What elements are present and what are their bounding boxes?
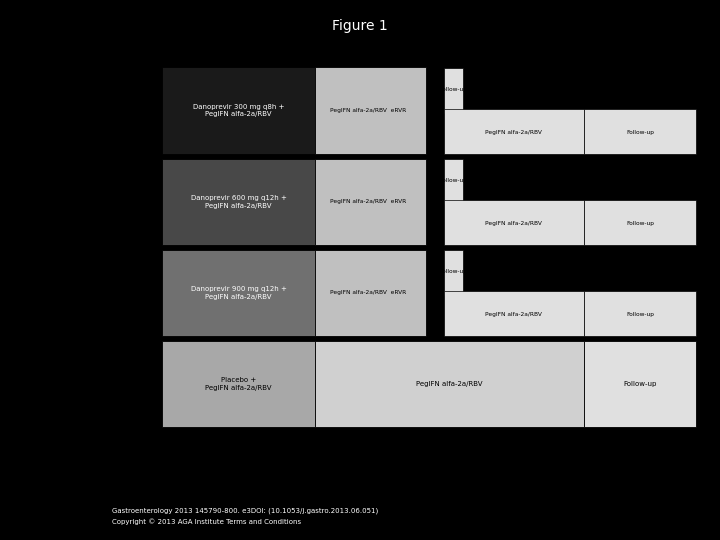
Text: Follow-up: Follow-up (626, 130, 654, 135)
Text: 72: 72 (691, 451, 701, 460)
Text: Danoprevir 300 mg q8h +
PegIFN alfa-2a/RBV: Danoprevir 300 mg q8h + PegIFN alfa-2a/R… (193, 104, 284, 117)
Text: Follow-up: Follow-up (439, 178, 467, 183)
Text: Gastroenterology 2013 145790-800. e3DOI: (10.1053/j.gastro.2013.06.051): Gastroenterology 2013 145790-800. e3DOI:… (112, 508, 378, 514)
Text: D: D (114, 363, 127, 379)
Text: Figure 1: Figure 1 (332, 19, 388, 33)
Bar (162, 68, 315, 154)
Text: Danoprevir 600 mg q12h +
PegIFN alfa-2a/RBV: Danoprevir 600 mg q12h + PegIFN alfa-2a/… (191, 195, 287, 208)
Bar (584, 109, 696, 154)
Text: 24: 24 (458, 451, 468, 460)
Bar (444, 109, 584, 154)
Text: n = 31: n = 31 (114, 395, 140, 404)
Text: //: // (520, 440, 527, 449)
Text: 12: 12 (310, 451, 320, 460)
Text: PegIFN alfa-2a/RBV  eRVR: PegIFN alfa-2a/RBV eRVR (330, 108, 406, 113)
Text: 4: 4 (210, 451, 215, 460)
Text: Danoprevir 900 mg q12h +
PegIFN alfa-2a/RBV: Danoprevir 900 mg q12h + PegIFN alfa-2a/… (191, 286, 287, 300)
Bar (444, 200, 584, 245)
Text: Copyright © 2013 AGA Institute Terms and Conditions: Copyright © 2013 AGA Institute Terms and… (112, 518, 301, 525)
Text: PegIFN alfa-2a/RBV: PegIFN alfa-2a/RBV (485, 312, 542, 317)
Text: 48: 48 (579, 451, 589, 460)
Text: Placebo +
PegIFN alfa-2a/RBV: Placebo + PegIFN alfa-2a/RBV (205, 377, 271, 391)
Text: Follow-up: Follow-up (626, 312, 654, 317)
Bar (162, 159, 696, 245)
Bar (315, 249, 426, 336)
Bar (444, 249, 463, 295)
Bar (584, 200, 696, 245)
Text: Follow-up: Follow-up (439, 86, 467, 92)
Bar (315, 341, 584, 427)
Text: B: B (114, 181, 126, 197)
Text: Yes: Yes (426, 82, 436, 87)
Text: //: // (636, 440, 644, 449)
Bar (162, 341, 315, 427)
Text: Follow-up: Follow-up (626, 221, 654, 226)
Text: 0: 0 (159, 451, 164, 460)
Text: No: No (426, 316, 434, 322)
Text: 8: 8 (262, 451, 266, 460)
Text: PegIFN alfa-2a/RBV: PegIFN alfa-2a/RBV (416, 381, 483, 387)
Text: n = 72: n = 72 (114, 213, 140, 222)
Text: Follow-up: Follow-up (624, 381, 657, 387)
Text: PegIFN alfa-2a/RBV: PegIFN alfa-2a/RBV (485, 130, 542, 135)
Bar (315, 68, 426, 154)
Text: Follow-up: Follow-up (439, 269, 467, 274)
Bar (444, 159, 463, 204)
Text: PegIFN alfa-2a/RBV  eRVR: PegIFN alfa-2a/RBV eRVR (330, 199, 406, 204)
Text: n = 72: n = 72 (114, 122, 140, 131)
Bar (162, 341, 696, 427)
Text: No: No (426, 134, 434, 139)
Text: Yes: Yes (426, 264, 436, 269)
Text: A: A (114, 90, 126, 105)
Bar (584, 291, 696, 336)
Text: C: C (114, 272, 126, 287)
Text: PegIFN alfa-2a/RBV: PegIFN alfa-2a/RBV (485, 221, 542, 226)
Bar (315, 159, 426, 245)
Text: Yes: Yes (426, 173, 436, 178)
Bar (444, 68, 463, 113)
Text: n = 50: n = 50 (114, 304, 140, 313)
Bar (162, 249, 696, 336)
Bar (584, 341, 696, 427)
Bar (444, 291, 584, 336)
Text: No: No (426, 226, 434, 231)
Bar (162, 249, 315, 336)
Bar (162, 68, 696, 154)
Text: PegIFN alfa-2a/RBV  eRVR: PegIFN alfa-2a/RBV eRVR (330, 291, 406, 295)
Text: Weeks: Weeks (414, 456, 444, 465)
Bar (162, 159, 315, 245)
